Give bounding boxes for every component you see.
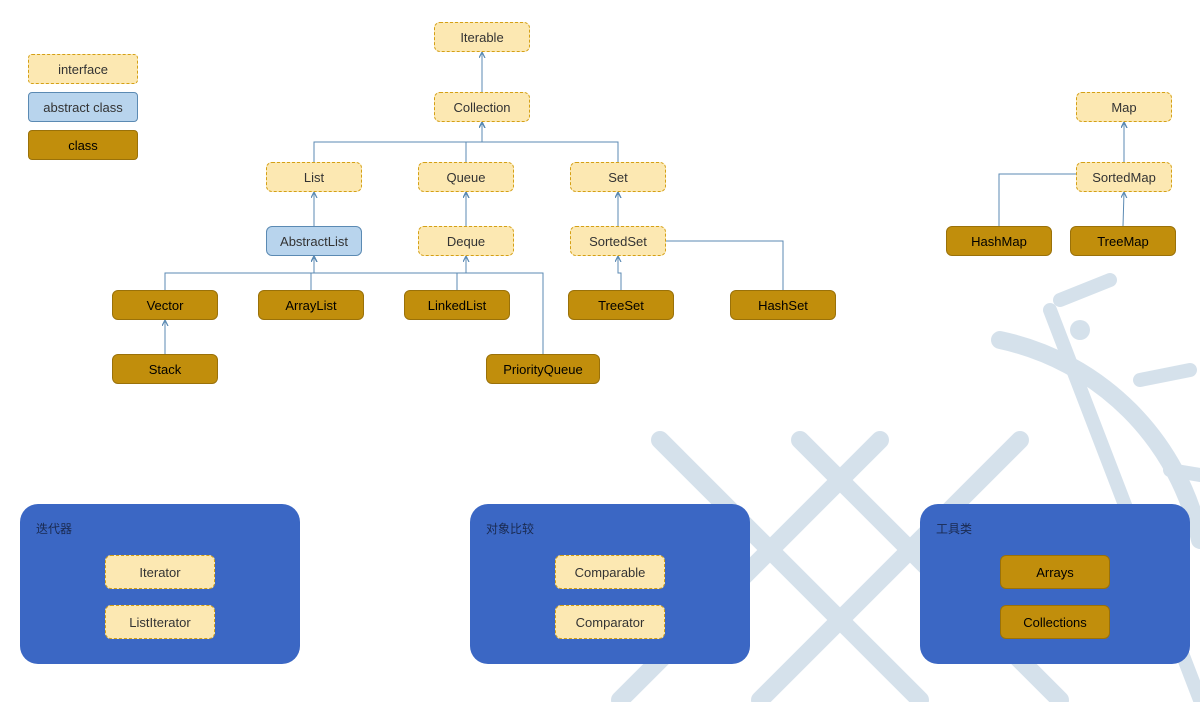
panel-title: 迭代器 (36, 520, 284, 537)
legend-class: class (28, 130, 138, 160)
edge-treemap-sortedmap (1123, 192, 1124, 226)
edge-set-collection (482, 122, 618, 162)
panel-title: 对象比较 (486, 520, 734, 537)
node-map: Map (1076, 92, 1172, 122)
panel-item-comparator: Comparator (555, 605, 665, 639)
node-hashmap: HashMap (946, 226, 1052, 256)
node-arraylist: ArrayList (258, 290, 364, 320)
node-vector: Vector (112, 290, 218, 320)
node-abstractlist: AbstractList (266, 226, 362, 256)
edge-vector-abstractlist (165, 256, 314, 290)
legend-interface: interface (28, 54, 138, 84)
edge-queue-collection (466, 122, 482, 162)
node-sortedset: SortedSet (570, 226, 666, 256)
legend-abstract: abstract class (28, 92, 138, 122)
node-iterable: Iterable (434, 22, 530, 52)
node-list: List (266, 162, 362, 192)
edge-treeset-sortedset (618, 256, 621, 290)
panel-item-arrays: Arrays (1000, 555, 1110, 589)
node-stack: Stack (112, 354, 218, 384)
node-collection: Collection (434, 92, 530, 122)
panel-item-iterator: Iterator (105, 555, 215, 589)
edge-linkedlist-deque (457, 256, 466, 290)
panel-item-listiterator: ListIterator (105, 605, 215, 639)
panel-2: 工具类 Arrays Collections (920, 504, 1190, 664)
edge-list-collection (314, 122, 482, 162)
panel-0: 迭代器 Iterator ListIterator (20, 504, 300, 664)
edge-linkedlist-abstractlist (314, 256, 457, 290)
node-priorityqueue: PriorityQueue (486, 354, 600, 384)
node-sortedmap: SortedMap (1076, 162, 1172, 192)
node-treemap: TreeMap (1070, 226, 1176, 256)
node-treeset: TreeSet (568, 290, 674, 320)
node-set: Set (570, 162, 666, 192)
panel-title: 工具类 (936, 520, 1174, 537)
panel-1: 对象比较 Comparable Comparator (470, 504, 750, 664)
node-linkedlist: LinkedList (404, 290, 510, 320)
node-deque: Deque (418, 226, 514, 256)
panel-item-collections: Collections (1000, 605, 1110, 639)
panel-item-comparable: Comparable (555, 555, 665, 589)
edge-arraylist-abstractlist (311, 256, 314, 290)
node-queue: Queue (418, 162, 514, 192)
node-hashset: HashSet (730, 290, 836, 320)
edge-priorityqueue-queue (466, 192, 543, 354)
